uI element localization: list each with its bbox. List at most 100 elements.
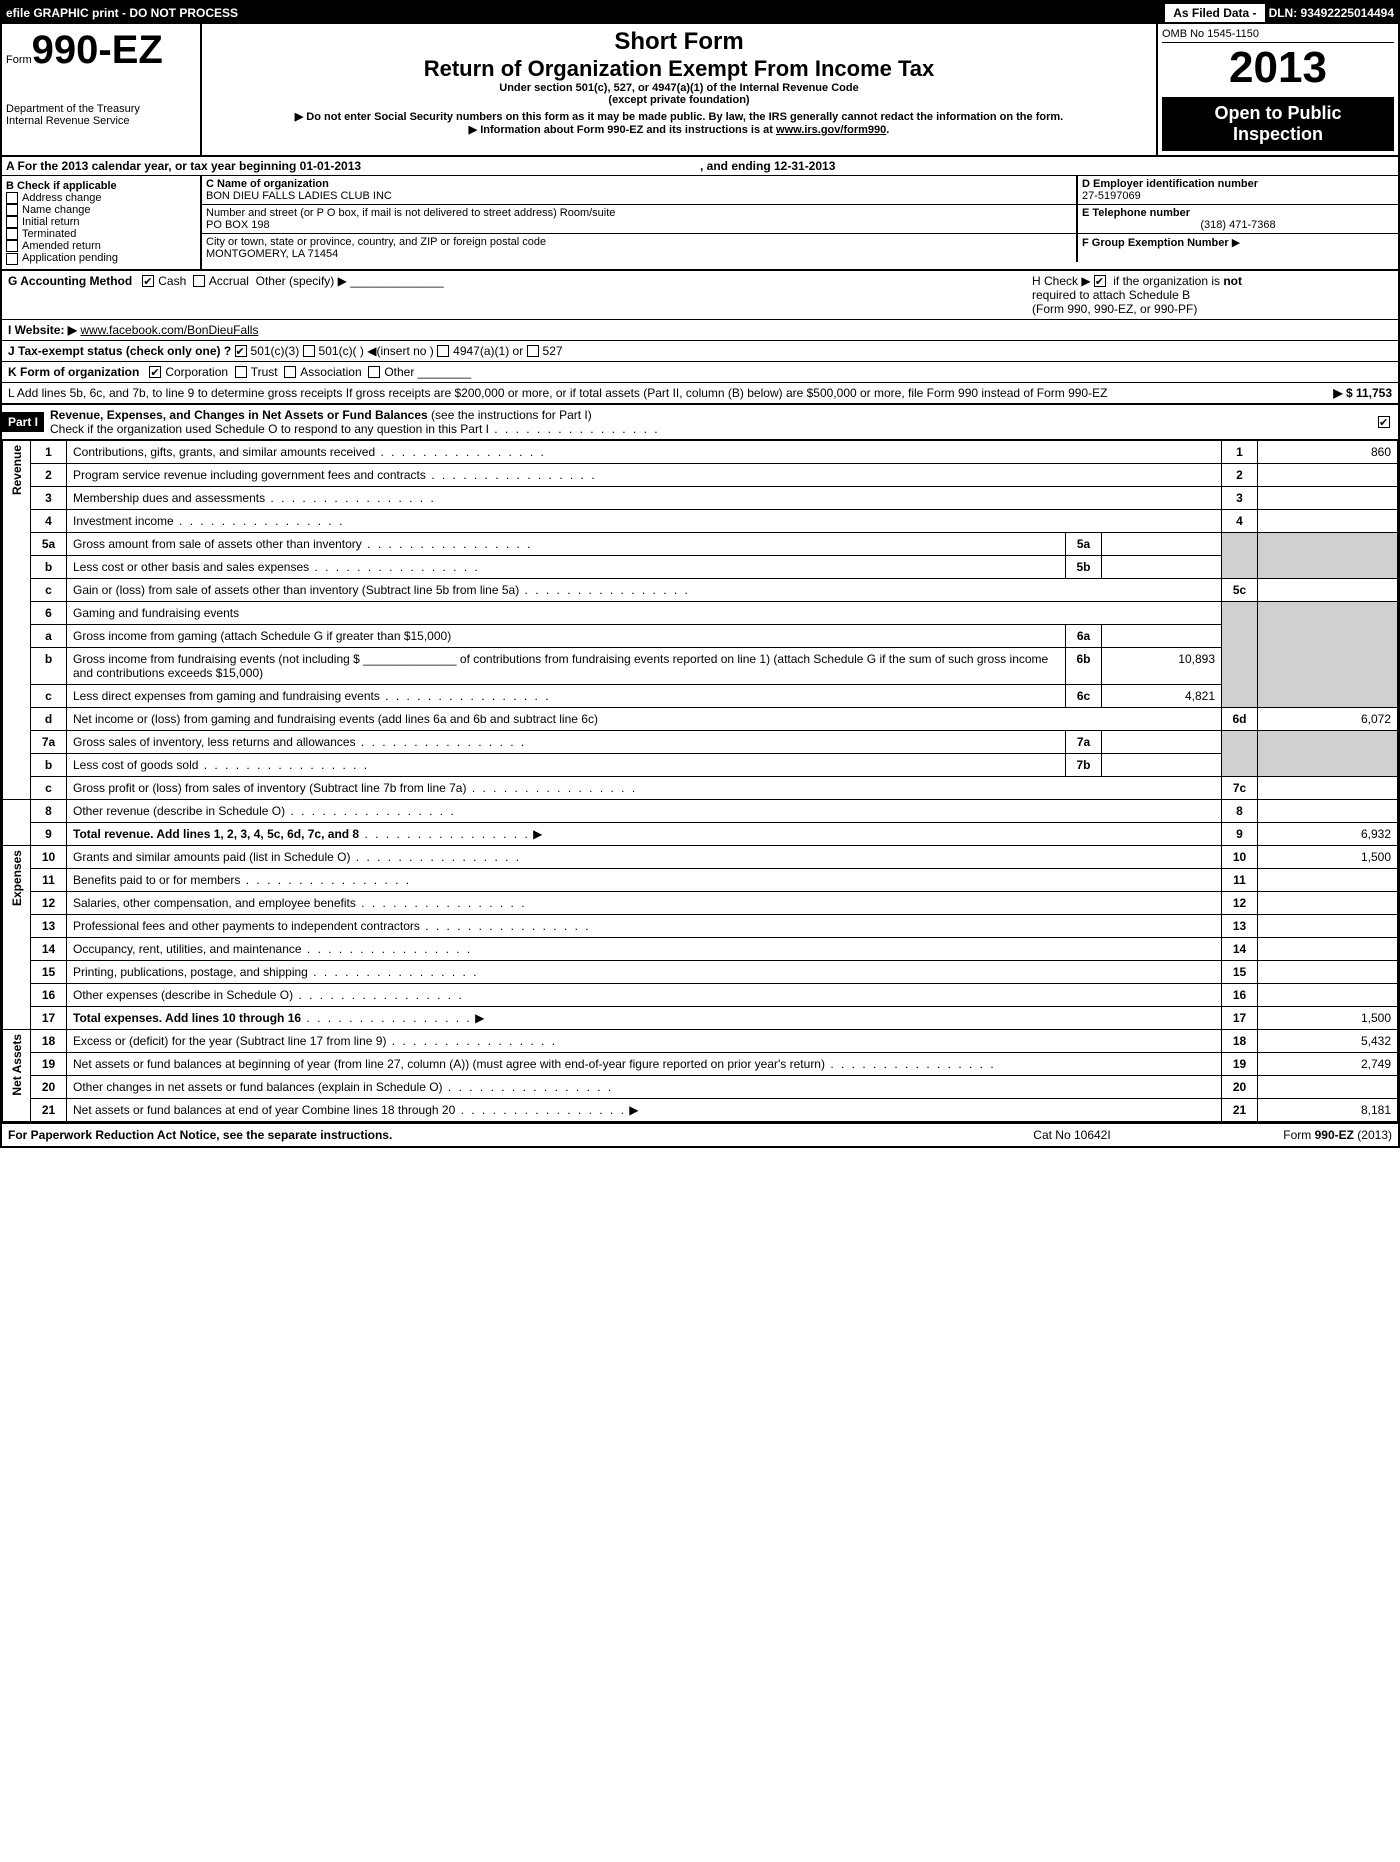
l5c-text: Gain or (loss) from sale of assets other… bbox=[67, 578, 1222, 601]
l20-rn: 20 bbox=[1222, 1075, 1258, 1098]
chk-527[interactable] bbox=[527, 345, 539, 357]
l2-num: 2 bbox=[31, 463, 67, 486]
chk-amended[interactable] bbox=[6, 240, 18, 252]
f-arrow: ▶ bbox=[1232, 237, 1240, 249]
lbl-other: Other (specify) ▶ bbox=[256, 274, 347, 288]
l18-num: 18 bbox=[31, 1029, 67, 1052]
l8-val bbox=[1258, 799, 1398, 822]
chk-corporation[interactable] bbox=[149, 366, 161, 378]
footer-left: For Paperwork Reduction Act Notice, see … bbox=[8, 1128, 972, 1142]
l3-text: Membership dues and assessments bbox=[67, 486, 1222, 509]
lbl-4947: 4947(a)(1) or bbox=[453, 344, 523, 358]
section-a-right: , and ending 12-31-2013 bbox=[700, 159, 1394, 173]
l5b-text: Less cost or other basis and sales expen… bbox=[67, 555, 1066, 578]
website-link[interactable]: www.facebook.com/BonDieuFalls bbox=[80, 323, 258, 337]
org-name: BON DIEU FALLS LADIES CLUB INC bbox=[206, 190, 1072, 202]
lbl-corporation: Corporation bbox=[165, 365, 228, 379]
l18-rn: 18 bbox=[1222, 1029, 1258, 1052]
l6d-num: d bbox=[31, 707, 67, 730]
j-label: J Tax-exempt status (check only one) ? bbox=[8, 344, 231, 358]
opt-terminated: Terminated bbox=[22, 228, 76, 240]
open-public: Open to Public Inspection bbox=[1162, 97, 1394, 151]
chk-h[interactable] bbox=[1094, 275, 1106, 287]
l15-rn: 15 bbox=[1222, 960, 1258, 983]
part1-title: Revenue, Expenses, and Changes in Net As… bbox=[44, 405, 1378, 439]
opt-amended: Amended return bbox=[22, 240, 101, 252]
open-public-1: Open to Public bbox=[1168, 103, 1388, 124]
info-text: Information about Form 990-EZ and its in… bbox=[480, 124, 773, 136]
l16-text: Other expenses (describe in Schedule O) bbox=[67, 983, 1222, 1006]
l14-num: 14 bbox=[31, 937, 67, 960]
l17-text: Total expenses. Add lines 10 through 16 … bbox=[67, 1006, 1222, 1029]
header-center: Short Form Return of Organization Exempt… bbox=[202, 24, 1158, 155]
l5c-num: c bbox=[31, 578, 67, 601]
l7a-in: 7a bbox=[1066, 730, 1102, 753]
form-number: 990-EZ bbox=[32, 28, 163, 72]
g-label: G Accounting Method bbox=[8, 274, 132, 288]
l7a-iv bbox=[1102, 730, 1222, 753]
l1-rn: 1 bbox=[1222, 440, 1258, 463]
street-label: Number and street (or P O box, if mail i… bbox=[206, 207, 1072, 219]
l10-val: 1,500 bbox=[1258, 845, 1398, 868]
chk-name-change[interactable] bbox=[6, 204, 18, 216]
info-link[interactable]: www.irs.gov/form990 bbox=[776, 124, 886, 136]
l21-num: 21 bbox=[31, 1098, 67, 1121]
l6a-iv bbox=[1102, 624, 1222, 647]
l6c-in: 6c bbox=[1066, 684, 1102, 707]
chk-initial-return[interactable] bbox=[6, 216, 18, 228]
chk-accrual[interactable] bbox=[193, 275, 205, 287]
chk-cash[interactable] bbox=[142, 275, 154, 287]
l6d-rn: 6d bbox=[1222, 707, 1258, 730]
l18-val: 5,432 bbox=[1258, 1029, 1398, 1052]
l6b-in: 6b bbox=[1066, 647, 1102, 684]
l9-rn: 9 bbox=[1222, 822, 1258, 845]
top-bar-dln: DLN: 93492225014494 bbox=[1269, 6, 1394, 20]
l2-text: Program service revenue including govern… bbox=[67, 463, 1222, 486]
chk-501c[interactable] bbox=[303, 345, 315, 357]
footer-mid: Cat No 10642I bbox=[972, 1128, 1172, 1142]
chk-4947[interactable] bbox=[437, 345, 449, 357]
d-label: D Employer identification number bbox=[1082, 178, 1394, 190]
chk-terminated[interactable] bbox=[6, 228, 18, 240]
col-cde: C Name of organization BON DIEU FALLS LA… bbox=[202, 176, 1398, 269]
l9-text: Total revenue. Add lines 1, 2, 3, 4, 5c,… bbox=[67, 822, 1222, 845]
l3-val bbox=[1258, 486, 1398, 509]
chk-trust[interactable] bbox=[235, 366, 247, 378]
l5a-num: 5a bbox=[31, 532, 67, 555]
chk-app-pending[interactable] bbox=[6, 253, 18, 265]
chk-address-change[interactable] bbox=[6, 192, 18, 204]
l5c-val bbox=[1258, 578, 1398, 601]
subtitle-1: Under section 501(c), 527, or 4947(a)(1)… bbox=[206, 82, 1152, 94]
chk-other-org[interactable] bbox=[368, 366, 380, 378]
l5c-rn: 5c bbox=[1222, 578, 1258, 601]
l16-num: 16 bbox=[31, 983, 67, 1006]
l7b-iv bbox=[1102, 753, 1222, 776]
l10-num: 10 bbox=[31, 845, 67, 868]
city-value: MONTGOMERY, LA 71454 bbox=[206, 248, 1072, 260]
l20-text: Other changes in net assets or fund bala… bbox=[67, 1075, 1222, 1098]
l7a-num: 7a bbox=[31, 730, 67, 753]
form-container: efile GRAPHIC print - DO NOT PROCESS As … bbox=[0, 0, 1400, 1148]
chk-schedule-o[interactable] bbox=[1378, 416, 1390, 428]
l14-rn: 14 bbox=[1222, 937, 1258, 960]
l15-text: Printing, publications, postage, and shi… bbox=[67, 960, 1222, 983]
lbl-501c: 501(c)( ) ◀(insert no ) bbox=[319, 344, 434, 358]
open-public-2: Inspection bbox=[1168, 124, 1388, 145]
l6b-num: b bbox=[31, 647, 67, 684]
chk-501c3[interactable] bbox=[235, 345, 247, 357]
row-k: K Form of organization Corporation Trust… bbox=[2, 362, 1398, 383]
chk-association[interactable] bbox=[284, 366, 296, 378]
part1-note: (see the instructions for Part I) bbox=[431, 408, 592, 422]
h-check: H Check ▶ if the organization is not req… bbox=[1032, 274, 1392, 316]
e-label: E Telephone number bbox=[1082, 207, 1394, 219]
part1-check-line: Check if the organization used Schedule … bbox=[50, 422, 660, 436]
dept-treasury: Department of the Treasury bbox=[6, 103, 196, 115]
l7c-text: Gross profit or (loss) from sales of inv… bbox=[67, 776, 1222, 799]
top-bar: efile GRAPHIC print - DO NOT PROCESS As … bbox=[2, 2, 1398, 24]
l6-grey bbox=[1222, 601, 1258, 707]
street-value: PO BOX 198 bbox=[206, 219, 1072, 231]
l14-val bbox=[1258, 937, 1398, 960]
b-label: B Check if applicable bbox=[6, 180, 196, 192]
side-netassets: Net Assets bbox=[3, 1029, 31, 1121]
l5a-text: Gross amount from sale of assets other t… bbox=[67, 532, 1066, 555]
